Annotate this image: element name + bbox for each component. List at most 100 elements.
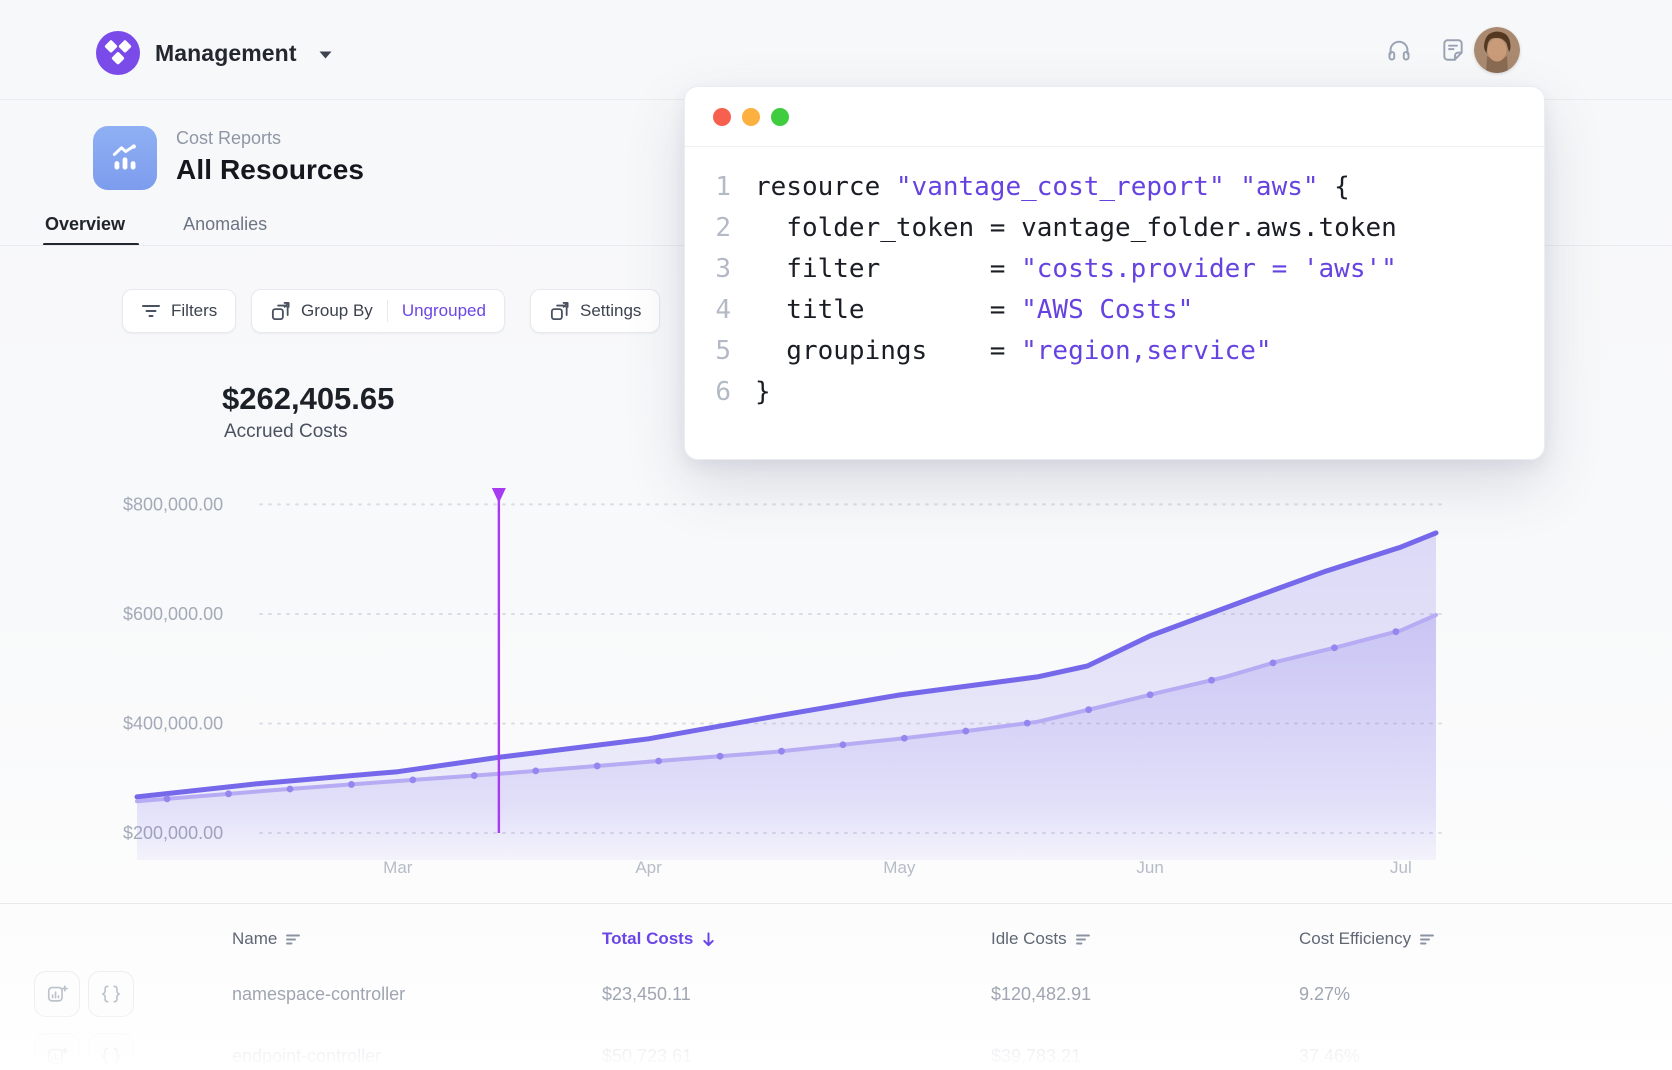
column-label: Cost Efficiency: [1299, 929, 1412, 948]
column-label: Name: [232, 929, 278, 948]
line-number: 4: [715, 295, 731, 325]
series-dot: [1392, 628, 1400, 636]
window-titlebar[interactable]: [685, 87, 1544, 147]
settings-button[interactable]: Settings: [530, 289, 661, 333]
sort-bars-icon: [1420, 934, 1435, 944]
table-row[interactable]: namespace-controller $23,450.11 $120,482.9…: [0, 963, 1672, 1025]
code-text[interactable]: filter = "costs.provider = 'aws'": [755, 254, 1397, 284]
settings-squares-icon: [549, 301, 570, 322]
window-zoom-icon[interactable]: [771, 107, 789, 126]
code-text[interactable]: title = "AWS Costs": [755, 295, 1194, 325]
series-dot: [409, 776, 417, 784]
y-tick-label: $600,000.00: [123, 604, 223, 624]
series-dot: [716, 752, 724, 760]
code-line: 3 filter = "costs.provider = 'aws'": [685, 249, 1544, 290]
series-dot: [839, 741, 847, 749]
series-dot: [163, 795, 171, 803]
code-line: 2 folder_token = vantage_folder.aws.toke…: [685, 208, 1544, 249]
table-divider: [0, 903, 1672, 904]
sort-bars-icon: [286, 934, 301, 944]
tab-anomalies[interactable]: Anomalies: [183, 214, 268, 234]
code-text[interactable]: groupings = "region,service": [755, 336, 1272, 366]
code-line: 4 title = "AWS Costs": [685, 290, 1544, 331]
column-header-total-costs[interactable]: Total Costs: [602, 929, 716, 949]
changelog-note-icon[interactable]: [1440, 37, 1466, 63]
x-tick-label: Apr: [635, 858, 662, 877]
series-dot: [1208, 676, 1215, 684]
filters-label: Filters: [171, 301, 218, 320]
sort-arrow-down-icon: [703, 931, 715, 946]
page-title: All Resources: [176, 154, 365, 185]
group-by-button[interactable]: Group By Ungrouped: [251, 289, 505, 333]
button-divider: [386, 300, 388, 322]
open-report-chart-button[interactable]: [34, 971, 80, 1017]
cell-total-costs: $50,723.61: [602, 1046, 693, 1066]
series-dot: [1146, 691, 1154, 699]
window-close-icon[interactable]: [713, 107, 731, 126]
line-number: 3: [715, 254, 731, 284]
series-dot: [1331, 644, 1338, 652]
filter-lines-icon: [141, 302, 161, 320]
settings-label: Settings: [580, 301, 642, 320]
series-dot: [286, 785, 294, 793]
series-dot: [1085, 706, 1093, 714]
column-label: Idle Costs: [991, 929, 1067, 948]
group-by-value: Ungrouped: [401, 301, 486, 320]
column-header-name[interactable]: Name: [232, 929, 301, 949]
code-text[interactable]: }: [755, 377, 771, 407]
code-line: 5 groupings = "region,service": [685, 331, 1544, 372]
cell-total-costs: $23,450.11: [602, 984, 691, 1004]
tab-overview[interactable]: Overview: [45, 214, 126, 234]
cell-resource-name: namespace-controller: [232, 984, 406, 1004]
code-text[interactable]: resource "vantage_cost_report" "aws" {: [755, 172, 1350, 202]
chevron-down-icon: [319, 51, 332, 59]
line-number: 2: [715, 213, 731, 243]
workspace-name: Management: [155, 39, 297, 66]
series-line-secondary-costs: [135, 613, 1438, 804]
series-dot: [962, 727, 970, 735]
column-header-cost-efficiency[interactable]: Cost Efficiency: [1299, 929, 1435, 949]
filters-button[interactable]: Filters: [122, 289, 237, 333]
line-number: 1: [715, 172, 731, 202]
x-tick-label: Jun: [1136, 858, 1163, 877]
top-nav: Management: [0, 0, 1672, 100]
column-header-idle-costs[interactable]: Idle Costs: [991, 929, 1091, 949]
cell-idle-costs: $120,482.91: [991, 984, 1092, 1004]
line-number: 5: [715, 336, 731, 366]
view-code-button[interactable]: [88, 971, 134, 1017]
series-area-secondary-costs: [137, 615, 1436, 860]
group-by-label: Group By: [301, 301, 373, 320]
cell-idle-costs: $39,783.21: [991, 1046, 1082, 1066]
series-dot: [1023, 719, 1031, 727]
code-line: 6}: [685, 372, 1544, 413]
series-dot: [1269, 659, 1277, 667]
headphones-support-icon[interactable]: [1386, 37, 1412, 63]
view-code-button[interactable]: [88, 1033, 134, 1070]
series-dot: [532, 767, 540, 775]
user-avatar[interactable]: [1474, 27, 1520, 73]
chart-cursor-handle[interactable]: [491, 488, 506, 503]
line-number: 6: [715, 377, 731, 407]
code-lines: 1 resource "vantage_cost_report" "aws" { 2…: [685, 147, 1544, 413]
accrued-costs-label: Accrued Costs: [224, 421, 348, 442]
code-line: 1 resource "vantage_cost_report" "aws" {: [685, 167, 1544, 208]
series-dot: [593, 762, 601, 770]
active-tab-indicator: [43, 243, 139, 246]
cell-cost-efficiency: 37.46%: [1299, 1046, 1361, 1066]
vantage-logo-icon: [95, 30, 141, 76]
x-tick-label: May: [883, 858, 916, 877]
x-tick-label: Jul: [1390, 858, 1412, 877]
sort-bars-icon: [1075, 934, 1090, 944]
x-tick-label: Mar: [383, 858, 413, 877]
series-dot: [470, 772, 478, 779]
window-minimize-icon[interactable]: [742, 107, 760, 126]
accrued-costs-amount: $262,405.65: [222, 381, 395, 416]
table-row[interactable]: endpoint-controller $50,723.61 $39,783.21 3…: [0, 1025, 1672, 1070]
workspace-switcher[interactable]: Management: [95, 30, 332, 76]
series-dot: [225, 790, 232, 798]
y-tick-label: $800,000.00: [123, 494, 223, 514]
open-report-chart-button[interactable]: [34, 1033, 80, 1070]
group-squares-icon: [270, 301, 291, 322]
code-text[interactable]: folder_token = vantage_folder.aws.token: [755, 213, 1397, 243]
